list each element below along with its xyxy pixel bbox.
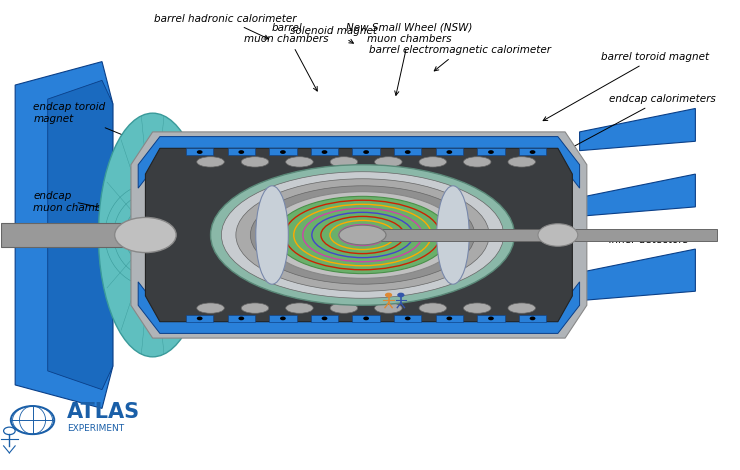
Ellipse shape xyxy=(374,157,402,167)
Polygon shape xyxy=(436,314,463,321)
Ellipse shape xyxy=(250,186,474,284)
Text: endcap toroid
magnet: endcap toroid magnet xyxy=(33,102,135,140)
Polygon shape xyxy=(352,149,380,156)
Polygon shape xyxy=(269,314,297,321)
Polygon shape xyxy=(394,149,422,156)
Ellipse shape xyxy=(463,303,491,313)
Ellipse shape xyxy=(437,186,469,284)
Polygon shape xyxy=(146,149,572,321)
Circle shape xyxy=(197,316,203,320)
Polygon shape xyxy=(519,149,546,156)
Ellipse shape xyxy=(374,303,402,313)
Polygon shape xyxy=(138,137,579,188)
Circle shape xyxy=(322,316,327,320)
Circle shape xyxy=(446,316,452,320)
Ellipse shape xyxy=(508,157,536,167)
Ellipse shape xyxy=(419,303,446,313)
Circle shape xyxy=(363,150,369,154)
Polygon shape xyxy=(1,223,152,247)
Text: New Small Wheel (NSW)
muon chambers: New Small Wheel (NSW) muon chambers xyxy=(346,23,473,95)
Ellipse shape xyxy=(419,157,446,167)
Text: inner detectors: inner detectors xyxy=(544,235,688,245)
Polygon shape xyxy=(227,314,255,321)
Ellipse shape xyxy=(330,157,357,167)
Polygon shape xyxy=(311,314,338,321)
Text: barrel toroid magnet: barrel toroid magnet xyxy=(543,52,710,121)
Circle shape xyxy=(280,150,286,154)
Polygon shape xyxy=(138,282,579,333)
Text: EXPERIMENT: EXPERIMENT xyxy=(67,423,124,432)
Ellipse shape xyxy=(115,218,176,252)
Polygon shape xyxy=(477,314,505,321)
Ellipse shape xyxy=(241,157,269,167)
Polygon shape xyxy=(394,314,422,321)
Text: barrel hadronic calorimeter: barrel hadronic calorimeter xyxy=(154,14,296,39)
Text: barrel
muon chambers: barrel muon chambers xyxy=(244,23,329,91)
Ellipse shape xyxy=(463,157,491,167)
Polygon shape xyxy=(579,249,696,301)
Circle shape xyxy=(238,316,244,320)
Circle shape xyxy=(488,316,494,320)
Ellipse shape xyxy=(265,192,460,278)
Ellipse shape xyxy=(286,157,313,167)
Polygon shape xyxy=(186,149,213,156)
Polygon shape xyxy=(311,149,338,156)
Polygon shape xyxy=(47,80,113,390)
Ellipse shape xyxy=(98,113,207,357)
Polygon shape xyxy=(363,229,717,241)
Circle shape xyxy=(488,150,494,154)
Polygon shape xyxy=(519,314,546,321)
Ellipse shape xyxy=(211,164,514,306)
Circle shape xyxy=(385,293,392,298)
Polygon shape xyxy=(579,109,696,151)
Ellipse shape xyxy=(538,224,578,246)
Circle shape xyxy=(405,316,411,320)
Polygon shape xyxy=(227,149,255,156)
Ellipse shape xyxy=(276,196,449,274)
Text: endcap
muon chambers: endcap muon chambers xyxy=(33,191,118,213)
Ellipse shape xyxy=(330,303,357,313)
Circle shape xyxy=(363,316,369,320)
Polygon shape xyxy=(436,149,463,156)
Polygon shape xyxy=(477,149,505,156)
Polygon shape xyxy=(352,314,380,321)
Ellipse shape xyxy=(236,179,489,291)
Polygon shape xyxy=(186,314,213,321)
Polygon shape xyxy=(579,174,696,216)
Text: barrel electromagnetic calorimeter: barrel electromagnetic calorimeter xyxy=(369,45,551,71)
Circle shape xyxy=(238,150,244,154)
Polygon shape xyxy=(269,149,297,156)
Ellipse shape xyxy=(256,186,289,284)
Ellipse shape xyxy=(221,172,504,298)
Polygon shape xyxy=(131,132,587,338)
Ellipse shape xyxy=(241,303,269,313)
Circle shape xyxy=(322,150,327,154)
Circle shape xyxy=(530,316,536,320)
Ellipse shape xyxy=(197,303,224,313)
Ellipse shape xyxy=(339,225,386,245)
Circle shape xyxy=(405,150,411,154)
Text: ATLAS: ATLAS xyxy=(67,402,141,422)
Circle shape xyxy=(397,293,405,298)
Circle shape xyxy=(280,316,286,320)
Text: endcap calorimeters: endcap calorimeters xyxy=(543,94,716,163)
Circle shape xyxy=(446,150,452,154)
Ellipse shape xyxy=(508,303,536,313)
Polygon shape xyxy=(15,62,113,408)
Text: solenoid magnet: solenoid magnet xyxy=(290,26,377,43)
Ellipse shape xyxy=(197,157,224,167)
Circle shape xyxy=(197,150,203,154)
Circle shape xyxy=(530,150,536,154)
Ellipse shape xyxy=(286,303,313,313)
